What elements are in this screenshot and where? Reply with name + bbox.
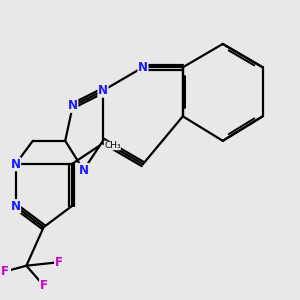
Text: F: F	[1, 265, 9, 278]
Text: CH₃: CH₃	[104, 141, 121, 150]
Text: N: N	[79, 164, 88, 176]
Text: F: F	[55, 256, 63, 269]
Text: N: N	[11, 200, 21, 213]
Text: F: F	[40, 279, 48, 292]
Text: N: N	[68, 99, 78, 112]
Text: N: N	[11, 158, 21, 171]
Text: N: N	[98, 84, 108, 97]
Text: N: N	[138, 61, 148, 74]
